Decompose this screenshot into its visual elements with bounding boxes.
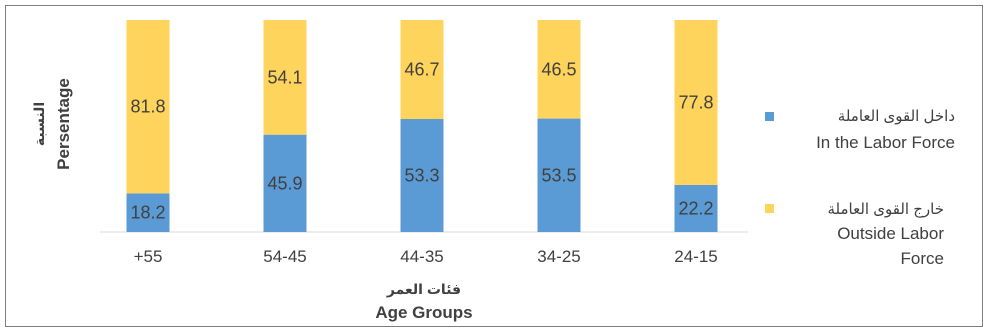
legend-label-outside-labor-force-arabic: خارج القوى العاملة <box>827 201 944 219</box>
legend-label-outside-labor-force-english-2: Force <box>901 249 944 268</box>
x-tick-label-24-15: 24-15 <box>674 247 717 266</box>
data-label-series0-24-15: 22.2 <box>678 198 713 218</box>
legend-label-outside-labor-force-english-1: Outside Labor <box>837 224 944 243</box>
bar-series0-54-45 <box>263 134 307 232</box>
chart-border <box>5 5 983 327</box>
data-label-series0-55: 18.2 <box>130 203 165 223</box>
y-axis-title-english: Persentage <box>54 78 73 170</box>
legend-label-in-labor-force-arabic: داخل القوى العاملة <box>838 108 955 125</box>
data-label-series0-44-35: 53.3 <box>404 166 439 186</box>
x-tick-labels: +55 54-45 44-35 34-25 24-15 <box>134 247 718 266</box>
bar-series1-44-35 <box>400 20 444 120</box>
bar-series0-24-15 <box>674 184 718 232</box>
data-label-series1-34-25: 46.5 <box>541 59 576 79</box>
legend-swatch-outside-labor-force <box>765 204 774 213</box>
bar-series1-55 <box>126 20 170 194</box>
data-label-series1-24-15: 77.8 <box>678 92 713 112</box>
bar-series0-34-25 <box>537 118 581 232</box>
x-tick-label-54-45: 54-45 <box>263 247 306 266</box>
bar-series0-44-35 <box>400 119 444 232</box>
data-label-series1-54-45: 54.1 <box>267 67 302 87</box>
data-label-series0-34-25: 53.5 <box>541 165 576 185</box>
bar-series1-34-25 <box>537 20 581 119</box>
legend-label-in-labor-force-english: In the Labor Force <box>816 133 955 152</box>
x-axis-title-english: Age Groups <box>375 303 472 322</box>
x-tick-label-34-25: 34-25 <box>537 247 580 266</box>
x-tick-label-55: +55 <box>134 247 163 266</box>
bars-group: 18.2 81.8 45.9 54.1 53.3 46.7 53.5 46.5 22.2 77.8 <box>126 20 718 232</box>
x-tick-label-44-35: 44-35 <box>400 247 443 266</box>
data-label-series1-55: 81.8 <box>130 97 165 117</box>
bar-series1-24-15 <box>674 20 718 185</box>
y-axis-title-arabic: النسبة <box>31 102 47 146</box>
data-label-series1-44-35: 46.7 <box>404 60 439 80</box>
legend-swatch-in-labor-force <box>765 112 774 121</box>
data-label-series0-54-45: 45.9 <box>267 173 302 193</box>
x-axis-title-arabic: فئات العمر <box>386 281 461 298</box>
bar-series0-55 <box>126 193 170 232</box>
bar-series1-54-45 <box>263 20 307 135</box>
